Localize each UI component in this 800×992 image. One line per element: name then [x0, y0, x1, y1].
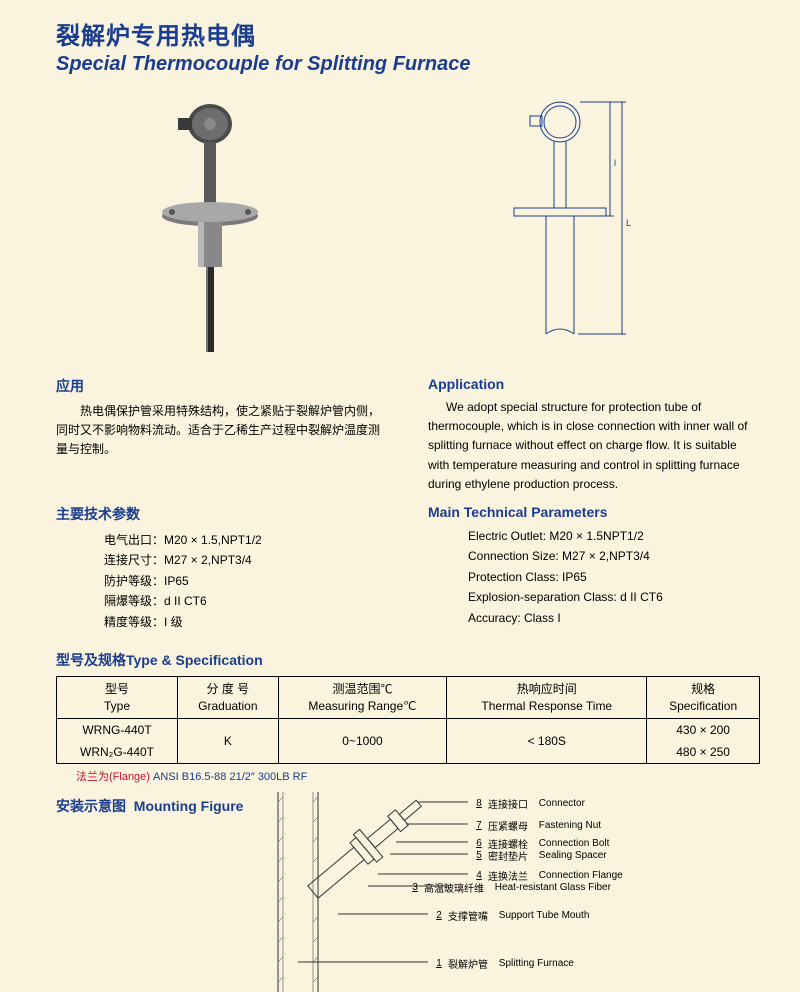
mount-label: 5密封垫片 Sealing Spacer — [474, 848, 607, 863]
cell-graduation: K — [178, 719, 279, 764]
param-item: Electric Outlet: M20 × 1.5NPT1/2 — [468, 526, 760, 546]
spec-section: 型号及规格Type & Specification 型号Type 分 度 号Gr… — [0, 642, 800, 785]
svg-text:L: L — [626, 218, 631, 228]
images-row: l L — [0, 86, 800, 376]
param-item: Connection Size: M27 × 2,NPT3/4 — [468, 546, 760, 566]
cell-range: 0~1000 — [278, 719, 447, 764]
params-list-cn: 电气出口：M20 × 1.5,NPT1/2 连接尺寸：M27 × 2,NPT3/… — [56, 530, 388, 632]
parameters-row: 主要技术参数 电气出口：M20 × 1.5,NPT1/2 连接尺寸：M27 × … — [0, 504, 800, 642]
mount-label: 7压紧螺母 Fastening Nut — [474, 818, 601, 833]
params-cn-col: 主要技术参数 电气出口：M20 × 1.5,NPT1/2 连接尺寸：M27 × … — [56, 504, 388, 632]
title-chinese: 裂解炉专用热电偶 — [56, 16, 800, 51]
spec-table: 型号Type 分 度 号Graduation 测温范围℃Measuring Ra… — [56, 676, 760, 765]
dimension-diagram: l L — [480, 96, 660, 356]
th-graduation: 分 度 号Graduation — [178, 676, 279, 719]
table-header-row: 型号Type 分 度 号Graduation 测温范围℃Measuring Ra… — [57, 676, 760, 719]
spec-title: 型号及规格Type & Specification — [56, 650, 760, 670]
params-title-cn: 主要技术参数 — [56, 504, 388, 524]
mount-label: 2支撑管嘴 Support Tube Mouth — [434, 908, 589, 923]
param-item: Protection Class: IP65 — [468, 567, 760, 587]
mount-label: 8连接接口 Connector — [474, 796, 585, 811]
table-row: WRNG-440T K 0~1000 < 180S 430 × 200 — [57, 719, 760, 742]
application-row: 应用 热电偶保护管采用特殊结构，使之紧贴于裂解炉管内侧，同时又不影响物料流动。适… — [0, 376, 800, 504]
th-spec: 规格Specification — [647, 676, 760, 719]
param-item: 防护等级：IP65 — [104, 571, 388, 591]
flange-note: 法兰为(Flange) ANSI B16.5-88 21/2″ 300LB RF — [56, 768, 760, 784]
mount-label: 3高温玻璃纤维 Heat-resistant Glass Fiber — [410, 880, 611, 895]
param-item: Accuracy: Class I — [468, 608, 760, 628]
title-english: Special Thermocouple for Splitting Furna… — [56, 53, 800, 76]
cell-spec: 430 × 200 — [647, 719, 760, 742]
param-item: 精度等级：I 级 — [104, 612, 388, 632]
application-title-cn: 应用 — [56, 376, 388, 396]
th-type: 型号Type — [57, 676, 178, 719]
param-item: 电气出口：M20 × 1.5,NPT1/2 — [104, 530, 388, 550]
application-text-en: We adopt special structure for protectio… — [428, 398, 760, 494]
mounting-figure: 8连接接口 Connector 7压紧螺母 Fastening Nut 6连接螺… — [268, 792, 760, 992]
params-title-en: Main Technical Parameters — [428, 504, 760, 520]
cell-type: WRNG-440T — [57, 719, 178, 742]
cell-type: WRN₂G-440T — [57, 741, 178, 764]
param-item: 隔爆等级：d II CT6 — [104, 591, 388, 611]
product-photo — [140, 96, 280, 356]
cell-spec: 480 × 250 — [647, 741, 760, 764]
param-item: 连接尺寸：M27 × 2,NPT3/4 — [104, 550, 388, 570]
mounting-section: 安装示意图 Mounting Figure — [0, 784, 800, 992]
application-text-cn: 热电偶保护管采用特殊结构，使之紧贴于裂解炉管内侧，同时又不影响物料流动。适合于乙… — [56, 402, 388, 460]
application-cn-col: 应用 热电偶保护管采用特殊结构，使之紧贴于裂解炉管内侧，同时又不影响物料流动。适… — [56, 376, 388, 494]
params-list-en: Electric Outlet: M20 × 1.5NPT1/2 Connect… — [428, 526, 760, 628]
mount-label: 1裂解炉管 Splitting Furnace — [434, 956, 574, 971]
th-response: 热响应时间Thermal Response Time — [447, 676, 647, 719]
param-item: Explosion-separation Class: d II CT6 — [468, 587, 760, 607]
page-header: 裂解炉专用热电偶 Special Thermocouple for Splitt… — [0, 0, 800, 86]
svg-text:l: l — [614, 158, 616, 168]
application-en-col: Application We adopt special structure f… — [428, 376, 760, 494]
th-range: 测温范围℃Measuring Range℃ — [278, 676, 447, 719]
params-en-col: Main Technical Parameters Electric Outle… — [428, 504, 760, 632]
mounting-title: 安装示意图 Mounting Figure — [56, 792, 256, 992]
cell-response: < 180S — [447, 719, 647, 764]
application-title-en: Application — [428, 376, 760, 392]
